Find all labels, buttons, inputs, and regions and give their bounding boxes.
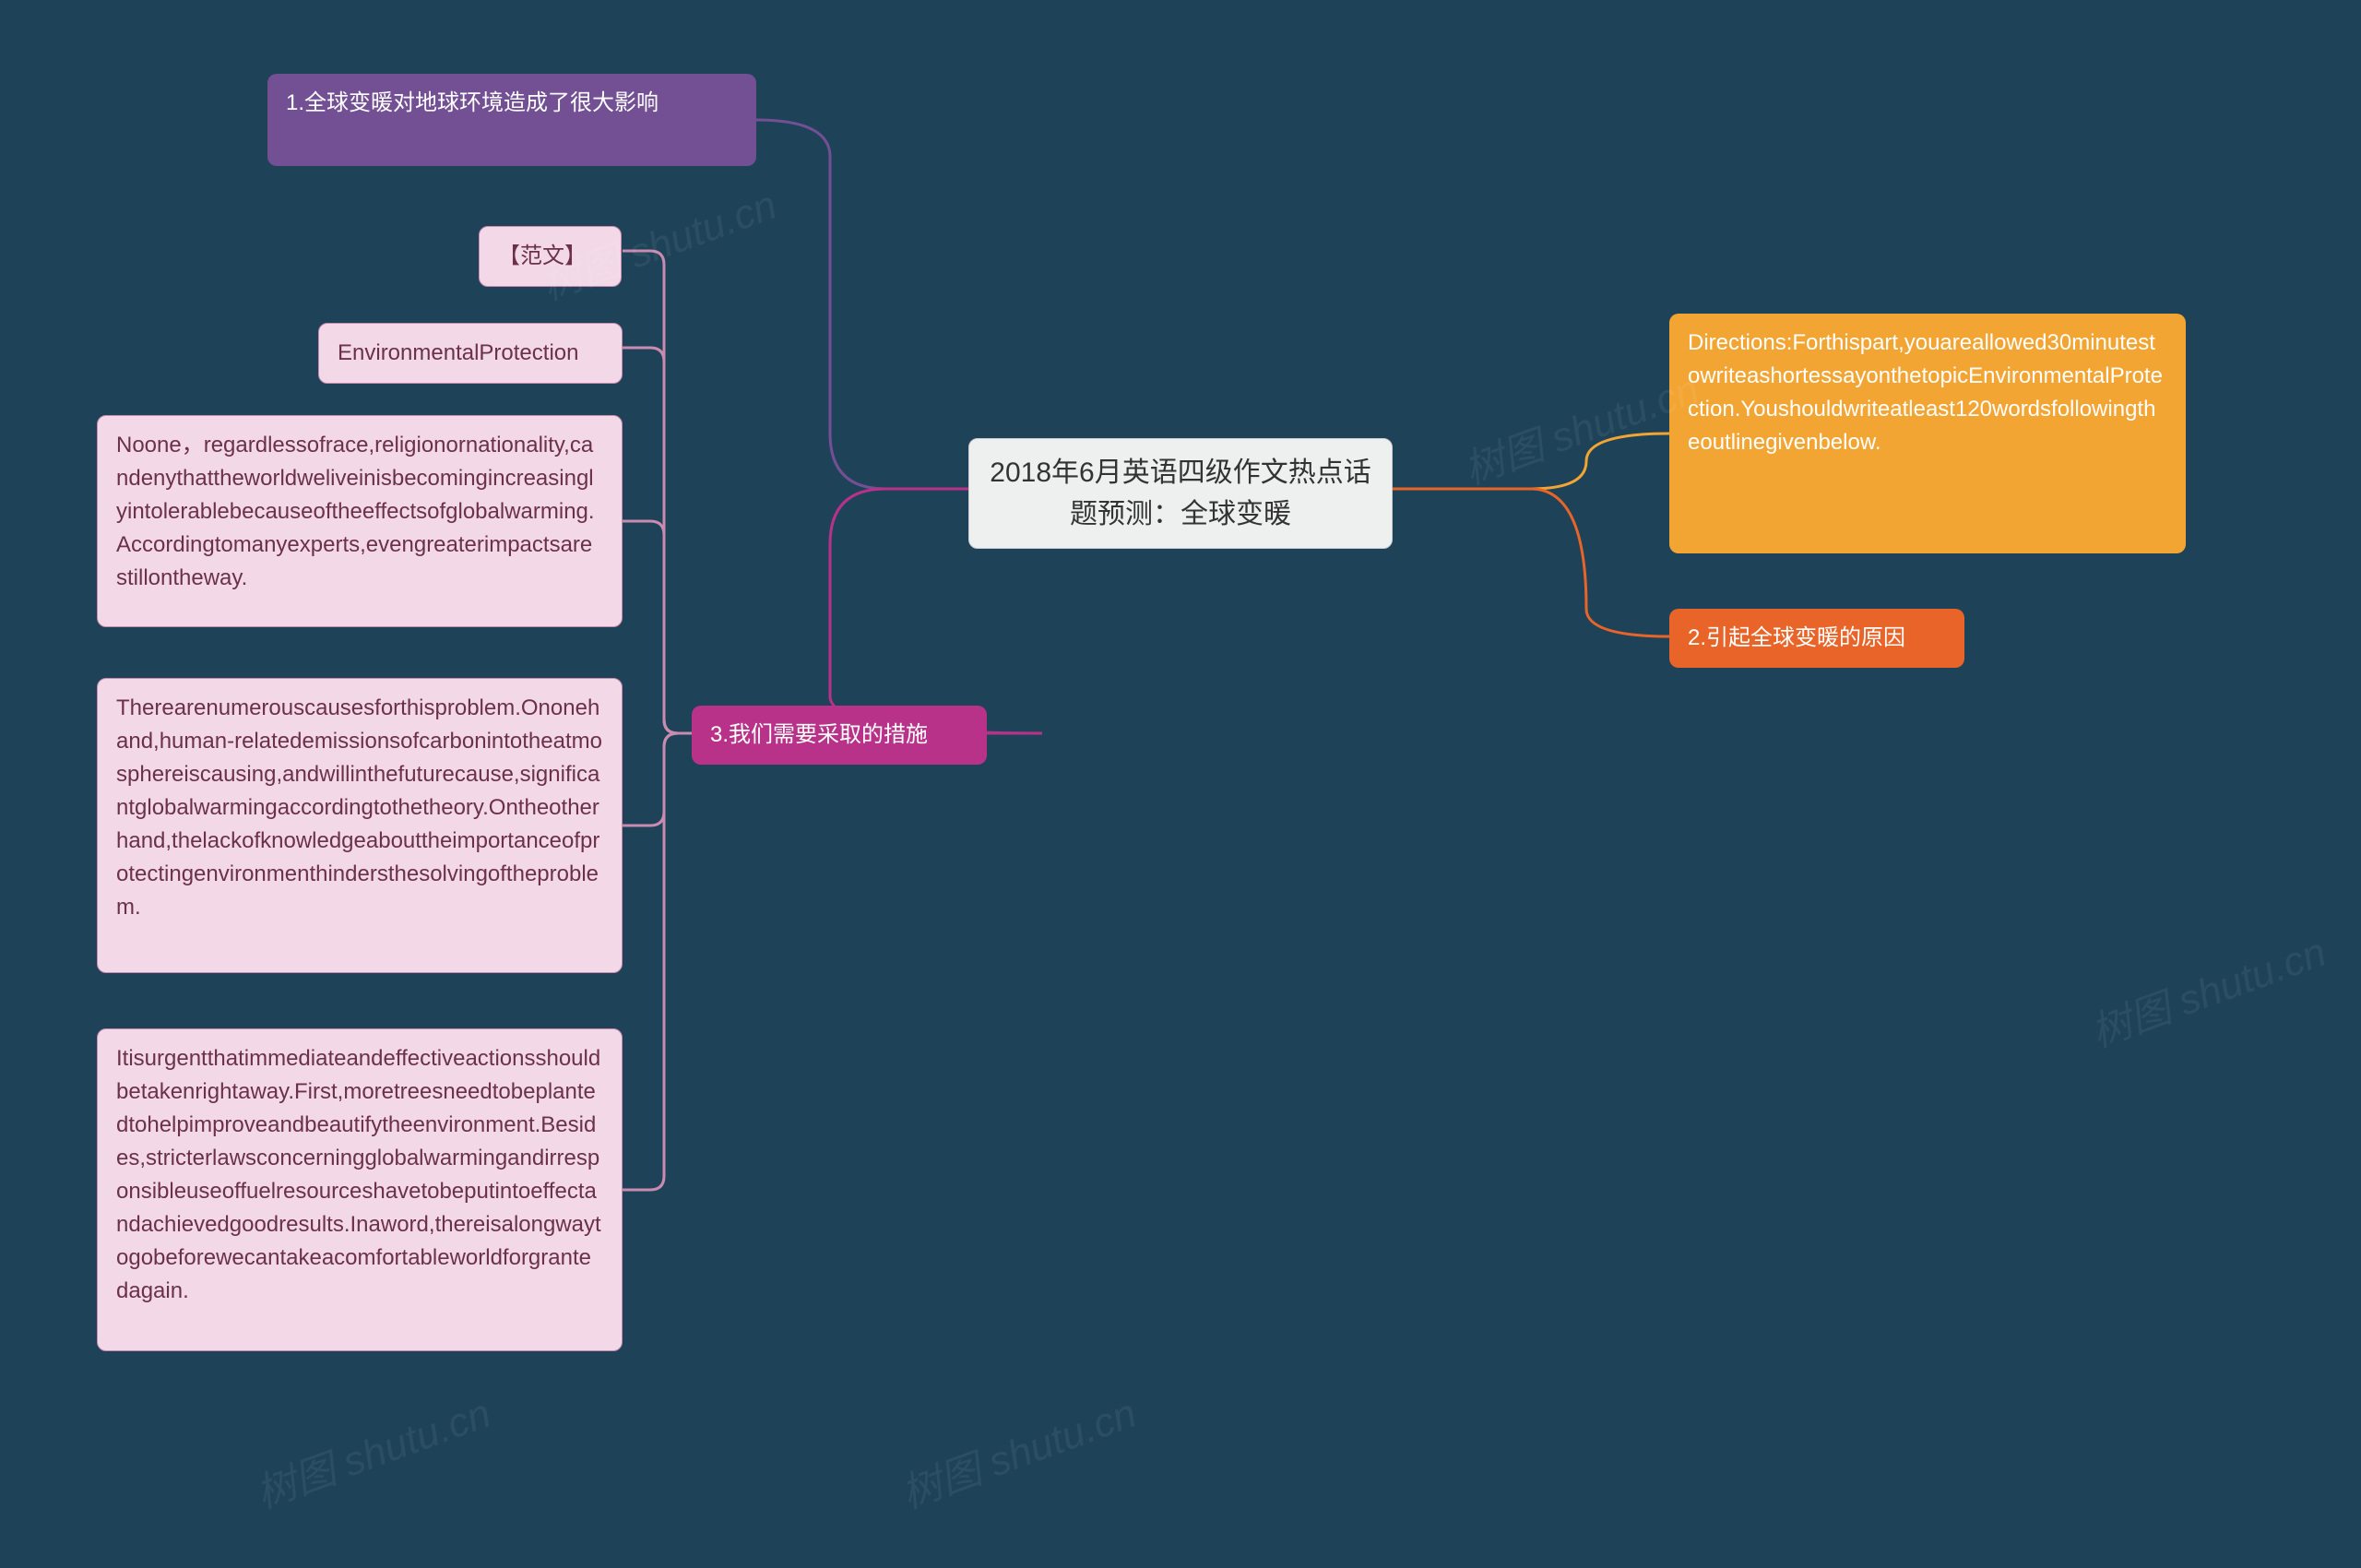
node-text-fanwen: 【范文】 xyxy=(498,244,587,268)
watermark: 树图 shutu.cn xyxy=(892,1380,1143,1519)
node-text-point3: 3.我们需要采取的措施 xyxy=(710,722,928,747)
node-para2[interactable]: Therearenumerouscausesforthisproblem.Ono… xyxy=(97,678,623,973)
node-root[interactable]: 2018年6月英语四级作文热点话题预测：全球变暖 xyxy=(968,438,1393,549)
node-point1[interactable]: 1.全球变暖对地球环境造成了很大影响 xyxy=(267,74,756,166)
watermark: 树图 shutu.cn xyxy=(2082,919,2332,1058)
node-text-root: 2018年6月英语四级作文热点话题预测：全球变暖 xyxy=(988,452,1373,535)
node-point3[interactable]: 3.我们需要采取的措施 xyxy=(692,706,987,765)
watermark: 树图 shutu.cn xyxy=(246,1380,497,1519)
watermark: 树图 shutu.cn xyxy=(1454,356,1705,495)
node-para1[interactable]: Noone，regardlessofrace,religionornationa… xyxy=(97,415,623,627)
node-directions[interactable]: Directions:Forthispart,youareallowed30mi… xyxy=(1669,314,2186,553)
node-point2[interactable]: 2.引起全球变暖的原因 xyxy=(1669,609,1964,668)
node-text-para1: Noone，regardlessofrace,religionornationa… xyxy=(116,433,595,590)
node-text-envprot: EnvironmentalProtection xyxy=(338,340,578,365)
node-fanwen[interactable]: 【范文】 xyxy=(479,226,622,287)
node-text-para3: Itisurgentthatimmediateandeffectiveactio… xyxy=(116,1046,601,1303)
node-text-para2: Therearenumerouscausesforthisproblem.Ono… xyxy=(116,695,602,920)
node-text-directions: Directions:Forthispart,youareallowed30mi… xyxy=(1688,330,2163,455)
node-text-point1: 1.全球变暖对地球环境造成了很大影响 xyxy=(286,90,658,115)
node-envprot[interactable]: EnvironmentalProtection xyxy=(318,323,623,384)
node-text-point2: 2.引起全球变暖的原因 xyxy=(1688,625,1905,650)
node-para3[interactable]: Itisurgentthatimmediateandeffectiveactio… xyxy=(97,1028,623,1351)
